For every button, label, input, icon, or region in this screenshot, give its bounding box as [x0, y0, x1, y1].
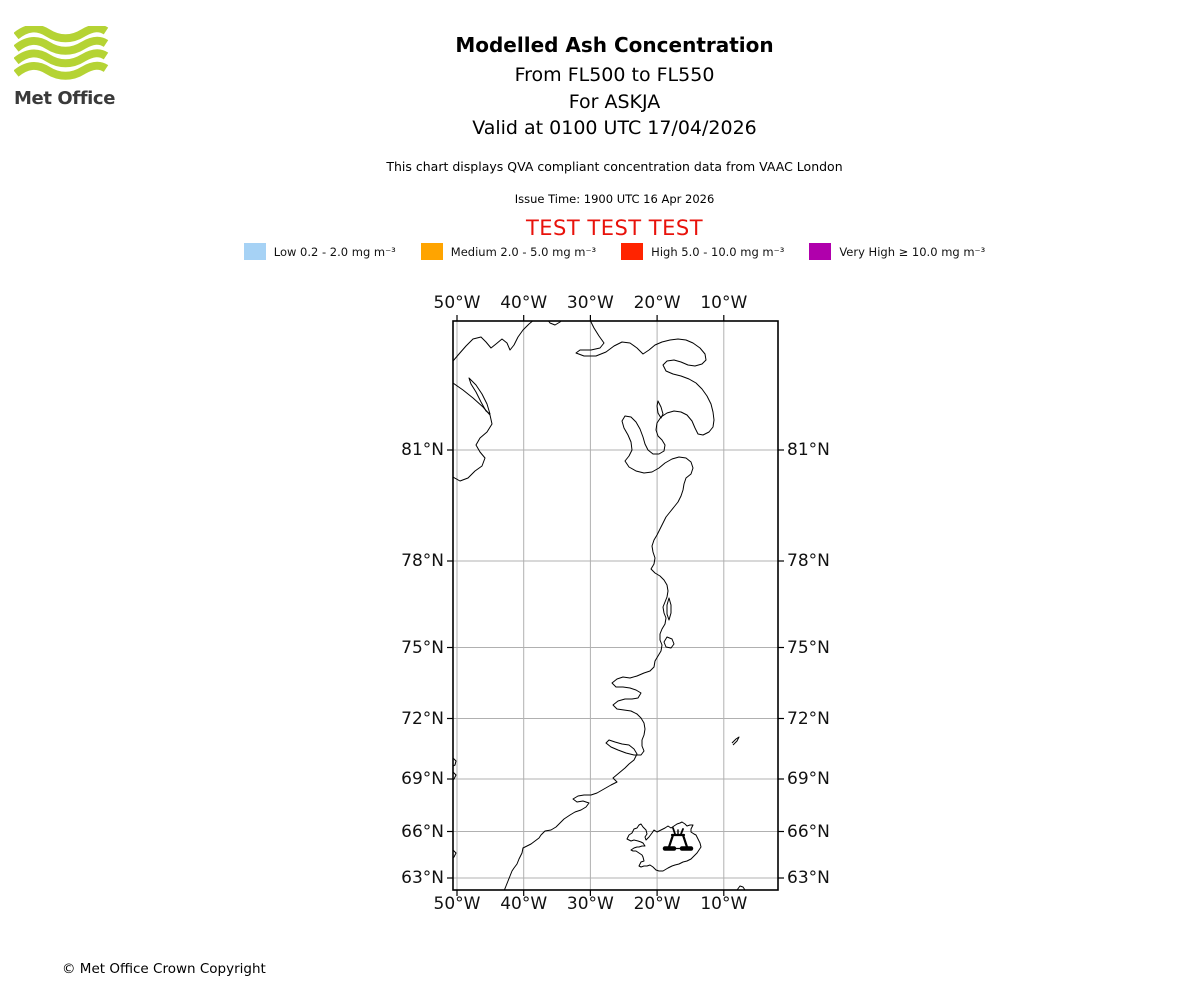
legend-item-medium: Medium 2.0 - 5.0 mg m⁻³: [420, 243, 597, 260]
coastline-path: [656, 400, 664, 419]
coastline-path: [663, 636, 675, 649]
volcano-marker: [662, 827, 694, 851]
map-frame: [452, 320, 779, 891]
met-office-logo: Met Office: [13, 24, 134, 109]
subtitle-valid-time: Valid at 0100 UTC 17/04/2026: [472, 117, 757, 139]
legend-label: High 5.0 - 10.0 mg m⁻³: [651, 244, 785, 259]
longitude-label: 50°W: [433, 894, 481, 914]
latitude-label: 63°N: [401, 868, 444, 888]
latitude-label: 63°N: [787, 868, 830, 888]
legend: Low 0.2 - 2.0 mg m⁻³ Medium 2.0 - 5.0 mg …: [29, 243, 1200, 260]
latitude-label: 75°N: [401, 637, 444, 658]
latitude-label: 78°N: [401, 551, 444, 571]
longitude-label: 20°W: [633, 293, 681, 313]
map-canvas: [447, 315, 784, 896]
copyright-notice: © Met Office Crown Copyright: [62, 961, 266, 977]
graticule-gridlines: [453, 321, 778, 890]
longitude-label: 30°W: [566, 894, 614, 914]
legend-swatch-low: [243, 243, 266, 260]
legend-item-high: High 5.0 - 10.0 mg m⁻³: [621, 243, 784, 260]
latitude-label: 66°N: [787, 821, 830, 842]
longitude-label: 50°W: [433, 293, 481, 313]
graticule-ticks: [447, 315, 784, 896]
legend-label: Medium 2.0 - 5.0 mg m⁻³: [450, 244, 597, 259]
legend-label: Very High ≥ 10.0 mg m⁻³: [839, 244, 986, 259]
latitude-label: 69°N: [401, 769, 444, 789]
met-office-waves-icon: [13, 24, 109, 80]
latitude-label: 81°N: [787, 440, 830, 460]
test-banner: TEST TEST TEST: [525, 216, 704, 240]
coastline-path: [453, 382, 493, 482]
qva-compliance-note: This chart displays QVA compliant concen…: [386, 159, 843, 174]
latitude-label: 81°N: [401, 440, 444, 460]
longitude-label: 40°W: [500, 293, 548, 313]
longitude-label: 20°W: [633, 894, 681, 914]
issue-time: Issue Time: 1900 UTC 16 Apr 2026: [514, 192, 715, 206]
latitude-label: 78°N: [787, 551, 830, 571]
latitude-label: 66°N: [401, 821, 444, 842]
coastline-path: [626, 821, 702, 872]
coastline-path: [453, 757, 457, 767]
page-title: Modelled Ash Concentration: [455, 33, 774, 57]
coastline-path: [547, 321, 562, 326]
latitude-label: 75°N: [787, 637, 830, 658]
legend-swatch-high: [621, 243, 644, 260]
coastline-path: [503, 321, 715, 890]
longitude-label: 10°W: [700, 894, 748, 914]
latitude-label: 69°N: [787, 769, 830, 789]
latitude-label: 72°N: [787, 708, 830, 729]
coastline-path: [468, 377, 491, 415]
coastline-path: [736, 885, 746, 890]
coastlines: [453, 321, 746, 890]
longitude-label: 40°W: [500, 894, 548, 914]
coastline-path: [453, 321, 534, 362]
legend-swatch-medium: [420, 243, 443, 260]
legend-item-low: Low 0.2 - 2.0 mg m⁻³: [243, 243, 396, 260]
subtitle-volcano: For ASKJA: [568, 91, 661, 113]
met-office-logo-text: Met Office: [14, 88, 116, 109]
legend-item-very-high: Very High ≥ 10.0 mg m⁻³: [809, 243, 985, 260]
latitude-label: 72°N: [401, 708, 444, 729]
longitude-label: 30°W: [566, 293, 614, 313]
subtitle-flight-levels: From FL500 to FL550: [514, 64, 715, 86]
coastline-path: [731, 736, 740, 746]
coastline-path: [666, 597, 672, 621]
legend-swatch-very-high: [809, 243, 832, 260]
longitude-label: 10°W: [700, 293, 748, 313]
legend-label: Low 0.2 - 2.0 mg m⁻³: [273, 244, 396, 259]
